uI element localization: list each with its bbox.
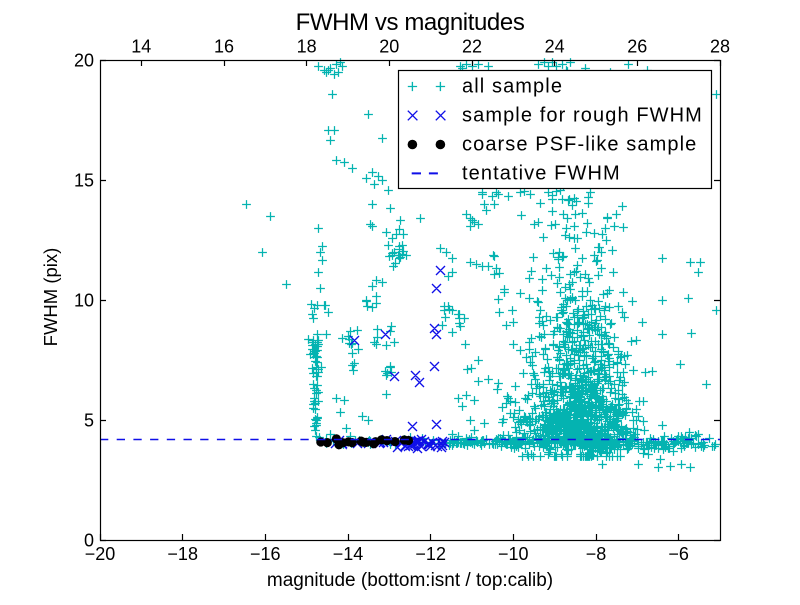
svg-text:18: 18	[297, 37, 317, 57]
svg-text:20: 20	[379, 37, 399, 57]
svg-text:FWHM (pix): FWHM (pix)	[40, 248, 61, 347]
svg-text:15: 15	[74, 170, 94, 190]
svg-text:sample for rough FWHM: sample for rough FWHM	[462, 105, 703, 127]
svg-text:24: 24	[545, 37, 565, 57]
svg-text:−8: −8	[586, 544, 607, 564]
svg-text:coarse PSF-like sample: coarse PSF-like sample	[462, 134, 697, 156]
svg-text:10: 10	[74, 290, 94, 310]
svg-text:−6: −6	[668, 544, 689, 564]
svg-text:−14: −14	[333, 544, 364, 564]
svg-text:5: 5	[84, 410, 94, 430]
svg-text:20: 20	[74, 50, 94, 70]
svg-text:14: 14	[131, 37, 151, 57]
svg-text:−12: −12	[415, 544, 446, 564]
svg-text:26: 26	[627, 37, 647, 57]
svg-text:−10: −10	[498, 544, 529, 564]
svg-text:16: 16	[214, 37, 234, 57]
svg-text:−18: −18	[167, 544, 198, 564]
svg-text:tentative FWHM: tentative FWHM	[462, 162, 621, 184]
svg-text:0: 0	[84, 530, 94, 550]
svg-text:22: 22	[462, 37, 482, 57]
svg-text:all sample: all sample	[462, 75, 563, 97]
svg-text:−16: −16	[250, 544, 281, 564]
svg-text:magnitude (bottom:isnt / top:c: magnitude (bottom:isnt / top:calib)	[267, 570, 553, 591]
svg-text:28: 28	[710, 37, 730, 57]
svg-text:−20: −20	[85, 544, 116, 564]
svg-text:FWHM vs magnitudes: FWHM vs magnitudes	[296, 9, 525, 36]
